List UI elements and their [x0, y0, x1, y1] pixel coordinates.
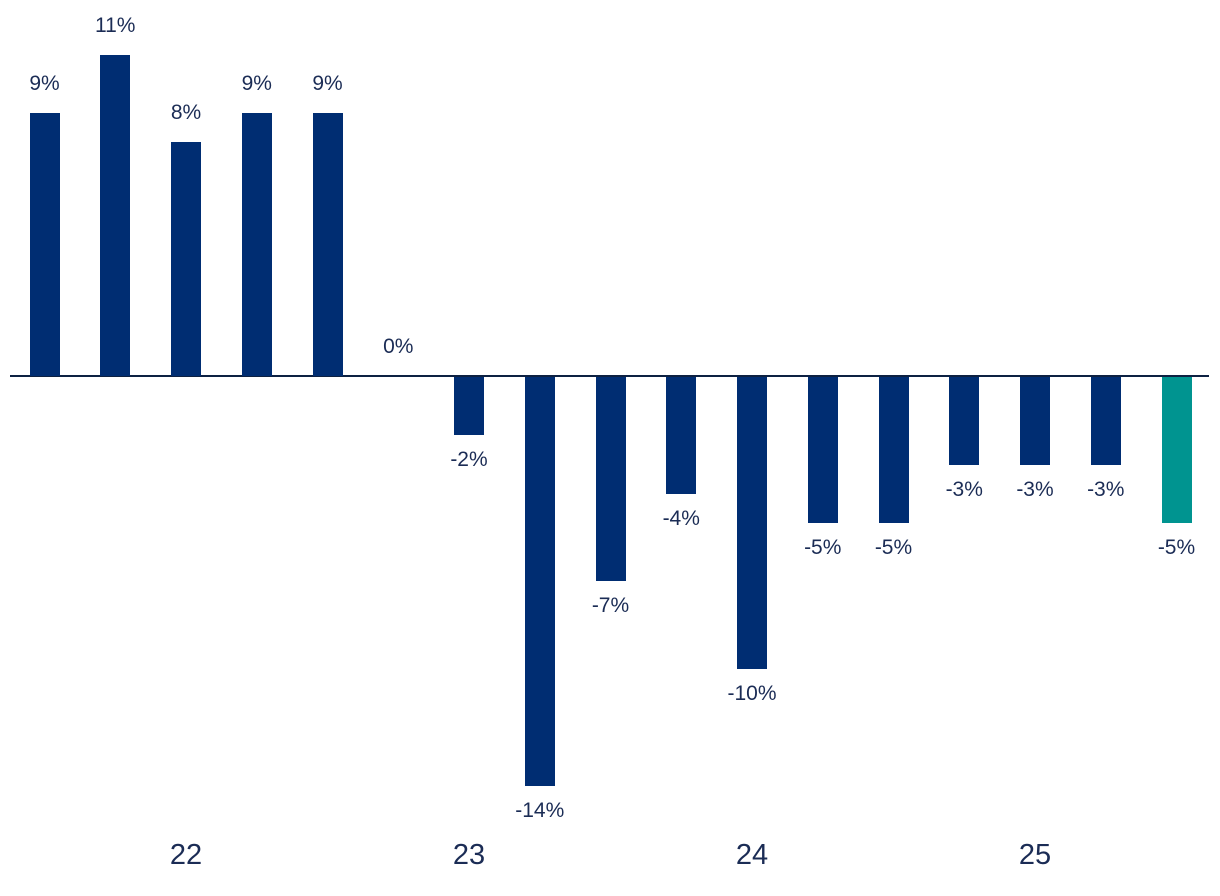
bar	[949, 377, 980, 465]
bar-value-label: -2%	[450, 448, 488, 471]
zero-axis-line	[10, 375, 1209, 377]
x-axis-label: 22	[169, 839, 203, 871]
bar-value-label: 0%	[383, 335, 414, 358]
bar-value-label: -5%	[1157, 536, 1196, 559]
x-axis-label: 25	[1018, 839, 1052, 871]
bar	[878, 377, 909, 523]
x-axis-label: 24	[735, 839, 769, 871]
bar-value-label: -7%	[591, 594, 630, 617]
bar	[171, 142, 201, 376]
bar-value-label: -14%	[515, 799, 565, 822]
bar-value-label: 9%	[29, 72, 60, 95]
bar	[241, 113, 272, 376]
bar	[454, 377, 484, 435]
bar-value-label: -5%	[804, 536, 842, 559]
bar	[807, 377, 838, 523]
bar-value-label: -3%	[1016, 478, 1054, 501]
bar	[666, 377, 697, 494]
bar	[1090, 377, 1121, 465]
bar-value-label: -3%	[1087, 478, 1125, 501]
bar-value-label: 8%	[170, 101, 202, 124]
bar	[29, 113, 60, 376]
bar-value-label: 9%	[241, 72, 272, 95]
bar	[737, 377, 767, 669]
bar	[312, 113, 343, 376]
bar-value-label: 9%	[312, 72, 343, 95]
x-axis-label: 23	[452, 839, 486, 871]
bar	[1020, 377, 1050, 465]
bar-value-label: -5%	[874, 536, 913, 559]
highlighted-bar	[1161, 377, 1192, 523]
bar	[595, 377, 626, 581]
bar-value-label: -10%	[727, 682, 777, 705]
bar	[524, 377, 555, 786]
bar	[100, 55, 131, 376]
bar-value-label: 11%	[95, 14, 136, 37]
bar-value-label: -4%	[662, 507, 700, 530]
bar-value-label: -3%	[945, 478, 983, 501]
